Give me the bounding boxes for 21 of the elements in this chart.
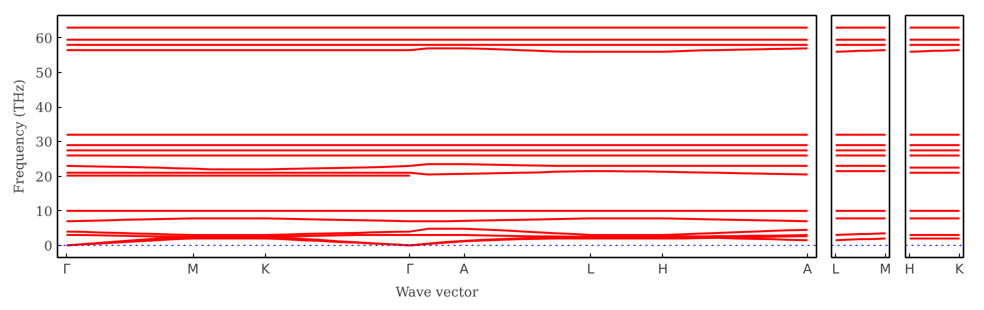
x-tick-label: K [954,262,965,278]
y-tick-label: 20 [36,170,53,186]
y-tick-label: 10 [36,204,53,220]
y-tick-label: 60 [36,32,53,47]
x-tick-label: Γ [406,262,414,278]
x-tick-label: L [586,262,595,278]
x-tick-label: A [802,262,812,278]
y-axis-title: Frequency (THz) [12,79,28,194]
x-tick-label: H [904,262,915,278]
x-axis-title: Wave vector [396,286,480,300]
x-tick-label: M [187,262,199,278]
x-tick-label: H [658,262,668,278]
y-tick-label: 0 [44,239,53,254]
x-tick-label: Γ [62,262,71,278]
x-tick-label: L [832,262,840,278]
y-tick-label: 40 [36,101,53,116]
x-tick-label: A [460,262,469,278]
x-tick-label: K [260,262,271,278]
y-tick-label: 30 [36,136,53,151]
x-tick-label: M [880,262,892,278]
y-tick-label: 50 [36,66,53,82]
